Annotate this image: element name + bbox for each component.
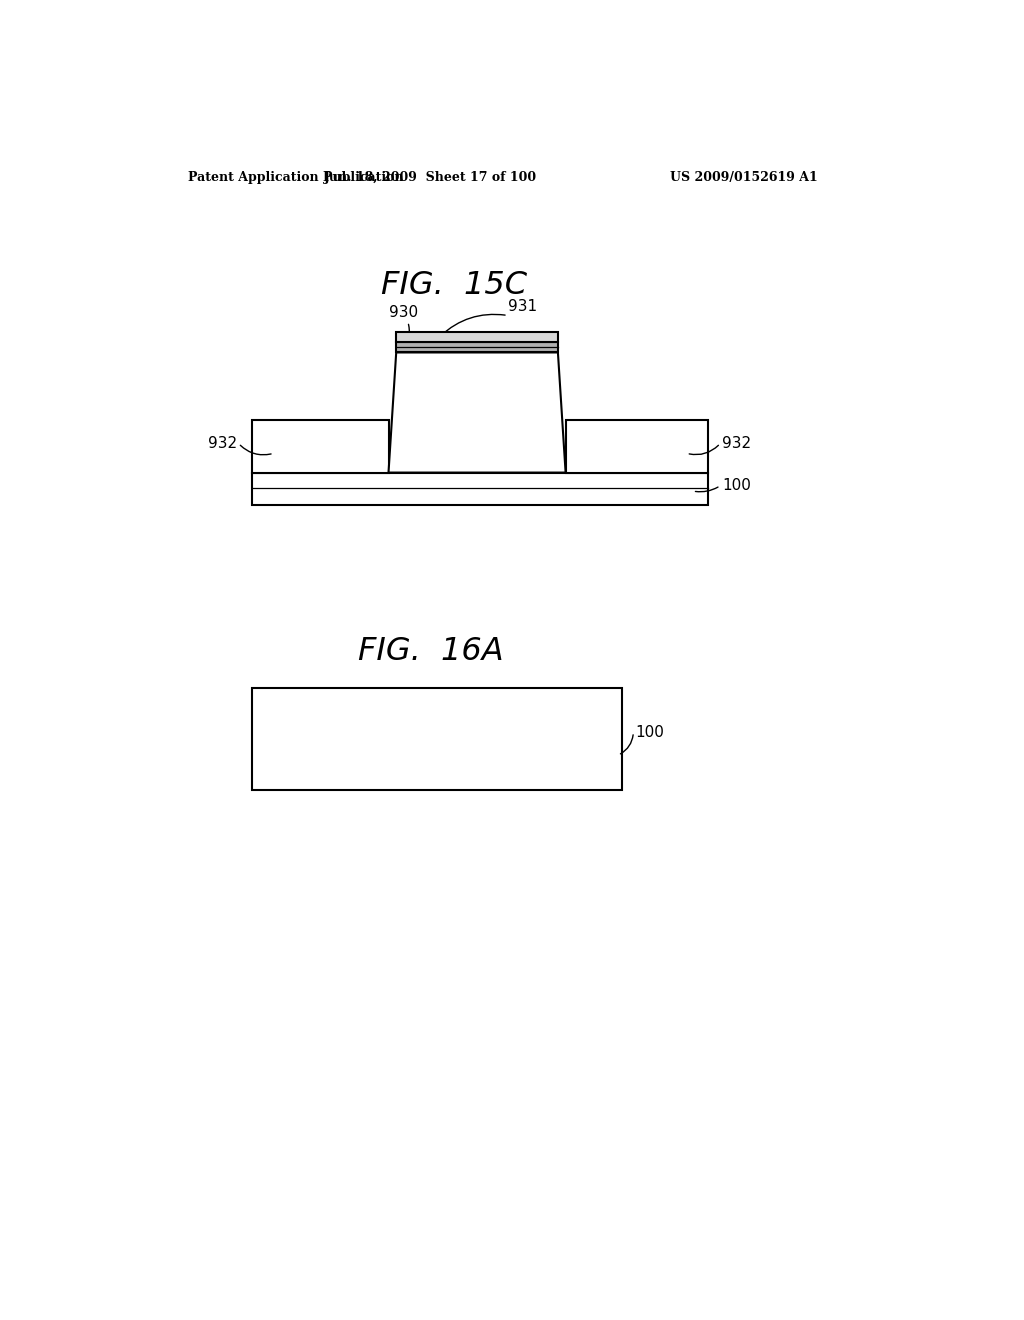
- Bar: [396, 342, 558, 352]
- Polygon shape: [388, 352, 565, 473]
- Text: 931: 931: [508, 298, 537, 314]
- Bar: [252, 473, 708, 506]
- Bar: [252, 420, 388, 473]
- Bar: [252, 688, 622, 789]
- Text: 100: 100: [722, 478, 751, 494]
- Text: 100: 100: [635, 725, 664, 739]
- Text: US 2009/0152619 A1: US 2009/0152619 A1: [670, 172, 817, 185]
- Bar: [396, 331, 558, 342]
- Text: Patent Application Publication: Patent Application Publication: [188, 172, 403, 185]
- Text: FIG.  15C: FIG. 15C: [381, 271, 527, 301]
- Text: 932: 932: [722, 436, 751, 451]
- Bar: [565, 420, 708, 473]
- Text: FIG.  16A: FIG. 16A: [358, 636, 504, 667]
- Text: Jun. 18, 2009  Sheet 17 of 100: Jun. 18, 2009 Sheet 17 of 100: [325, 172, 538, 185]
- Text: 930: 930: [389, 305, 419, 321]
- Text: 932: 932: [208, 436, 237, 451]
